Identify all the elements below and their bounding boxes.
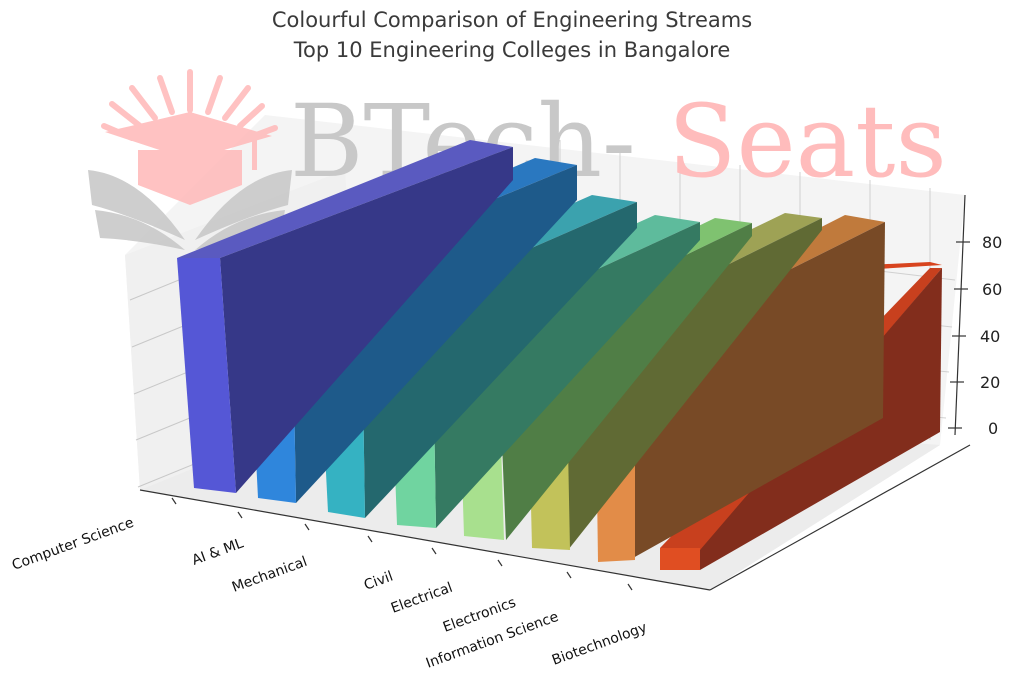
chart-title-line1: Colourful Comparison of Engineering Stre… [271,8,753,32]
watermark-text-seats: Seats [668,83,947,200]
x-axis-ticks [171,497,633,591]
chart-title-line2: Top 10 Engineering Colleges in Bangalore [293,38,731,62]
x-tick-label-biotechnology: Biotechnology [550,620,649,669]
z-tick-label: 80 [982,233,1002,252]
axis-lines [139,194,971,591]
z-tick-label: 40 [980,327,1000,346]
x-tick-label-civil: Civil [362,569,395,594]
x-tick-label-computer-science: Computer Science [10,515,136,574]
z-tick-label: 60 [982,280,1002,299]
x-tick-label-electrical: Electrical [389,580,455,617]
z-tick-label: 0 [988,419,998,438]
z-axis-ticks [948,241,970,429]
z-tick-label: 20 [980,373,1000,392]
x-tick-label-ai-ml: AI & ML [190,535,246,568]
graduation-cap-book-icon [88,69,292,250]
bar-computer-science [177,140,513,493]
x-tick-label-mechanical: Mechanical [230,554,310,596]
